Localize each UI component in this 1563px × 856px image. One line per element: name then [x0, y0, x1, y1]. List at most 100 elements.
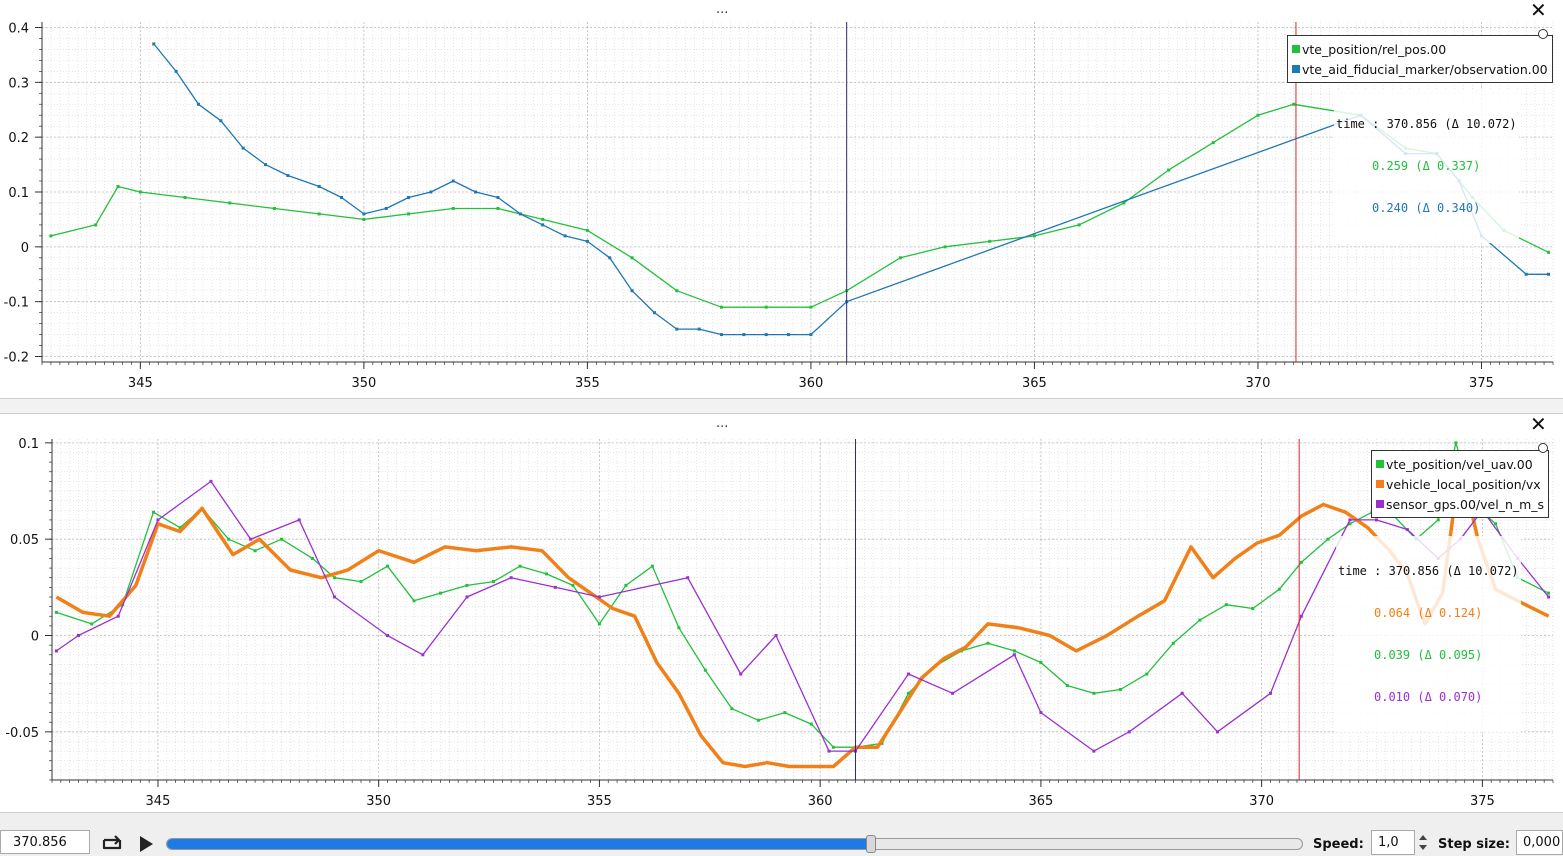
time-input[interactable]: 370.856: [0, 830, 90, 854]
series-point: [756, 718, 760, 722]
series-point: [686, 576, 690, 580]
x-tick-label: 365: [1022, 376, 1047, 391]
series-point: [1127, 730, 1131, 734]
y-tick-label: -0.1: [4, 296, 29, 311]
series-point: [1277, 587, 1281, 591]
series-point: [429, 190, 433, 194]
series-point: [1039, 660, 1043, 664]
tooltip-value: 0.010 (Δ 0.070): [1374, 690, 1483, 704]
playback-toolbar: 370.856 Speed: 1,0 Step size: 0,000: [0, 812, 1563, 856]
play-icon[interactable]: [136, 834, 156, 854]
x-tick-label: 360: [798, 376, 823, 391]
x-tick-label: 345: [128, 376, 153, 391]
series-point: [407, 212, 411, 216]
series-point: [1436, 518, 1440, 522]
series-point: [1122, 201, 1126, 205]
series-point: [541, 217, 545, 221]
panel-splitter[interactable]: [0, 398, 1563, 414]
timeline-progress: [167, 839, 871, 849]
series-point: [249, 537, 253, 541]
legend-item[interactable]: vte_position/rel_pos.00: [1292, 39, 1548, 59]
speed-stepper-icon[interactable]: [1416, 830, 1430, 855]
legend[interactable]: vte_position/vel_uav.00 vehicle_local_po…: [1371, 450, 1550, 518]
step-size-input[interactable]: 0,000: [1516, 830, 1563, 855]
series-point: [943, 245, 947, 249]
series-point: [1256, 113, 1260, 117]
series-point: [1167, 168, 1171, 172]
tooltip-time: time : 370.856 (Δ 10.072): [1338, 564, 1519, 578]
y-tick-label: 0.05: [10, 533, 39, 548]
series-point: [1211, 141, 1215, 145]
panel-menu-dots[interactable]: ...: [716, 416, 729, 431]
series-point: [386, 564, 390, 568]
legend-item[interactable]: vehicle_local_position/vx: [1376, 474, 1544, 494]
x-tick-label: 375: [1470, 794, 1495, 809]
legend-resize-handle[interactable]: [1538, 29, 1548, 39]
series-point: [116, 614, 120, 618]
y-tick-label: 0.4: [8, 21, 29, 36]
series-point: [1292, 102, 1296, 106]
legend-item[interactable]: sensor_gps.00/vel_n_m_s: [1376, 494, 1544, 514]
speed-input[interactable]: 1,0: [1371, 830, 1415, 855]
series-point: [196, 102, 200, 106]
loop-icon[interactable]: [100, 834, 124, 852]
x-tick-label: 345: [146, 794, 171, 809]
series-point: [76, 634, 80, 638]
legend-swatch: [1376, 480, 1384, 488]
series-point: [1299, 560, 1303, 564]
series-point: [783, 711, 787, 715]
series-point: [571, 583, 575, 587]
panel-menu-dots[interactable]: ...: [716, 2, 729, 17]
series-point: [650, 564, 654, 568]
series-point: [742, 333, 746, 337]
series-point: [563, 234, 567, 238]
series-point: [362, 212, 366, 216]
tooltip-value: 0.064 (Δ 0.124): [1374, 606, 1483, 620]
series-point: [54, 610, 58, 614]
series-point: [986, 641, 990, 645]
series-point: [553, 585, 557, 589]
series-point: [1547, 272, 1551, 276]
tooltip-value: 0.240 (Δ 0.340): [1372, 201, 1481, 215]
legend[interactable]: vte_position/rel_pos.00 vte_aid_fiducial…: [1287, 35, 1553, 83]
series-point: [340, 195, 344, 199]
timeline-handle[interactable]: [865, 835, 876, 853]
series-point: [359, 580, 363, 584]
series-point: [1039, 711, 1043, 715]
series-point: [116, 185, 120, 189]
legend-resize-handle[interactable]: [1538, 443, 1548, 453]
series-point: [272, 206, 276, 210]
series-point: [597, 595, 601, 599]
legend-label: sensor_gps.00/vel_n_m_s: [1386, 496, 1545, 512]
series-point: [652, 311, 656, 315]
series-point: [1198, 618, 1202, 622]
y-tick-label: 0.1: [8, 186, 29, 201]
series-point: [386, 634, 390, 638]
legend-swatch: [1376, 500, 1384, 508]
grid: [51, 439, 1554, 781]
tooltip-value: 0.039 (Δ 0.095): [1374, 648, 1483, 662]
series-point: [228, 201, 232, 205]
plot-panel-top[interactable]: 345 350 355 360 365 370 375 0.4 0.3 0.2 0.1 0 -0.1 -0…: [0, 0, 1563, 398]
y-tick-label: 0.2: [8, 131, 29, 146]
step-size-label: Step size:: [1438, 837, 1511, 852]
x-tick-label: 360: [808, 794, 833, 809]
series-point: [624, 583, 628, 587]
series-point: [241, 146, 245, 150]
x-tick-label: 355: [587, 794, 612, 809]
close-icon[interactable]: ✕: [1530, 412, 1547, 436]
series-point: [174, 69, 178, 73]
series-point: [219, 119, 223, 123]
timeline-slider[interactable]: [166, 838, 1303, 850]
legend-item[interactable]: vte_aid_fiducial_marker/observation.00: [1292, 59, 1548, 79]
series-point: [280, 537, 284, 541]
plot-canvas-top[interactable]: 345 350 355 360 365 370 375 0.4 0.3 0.2 0.1 0 -0.1 -0…: [0, 0, 1563, 398]
series-line: [153, 43, 1549, 336]
plot-panel-bottom[interactable]: 345 350 355 360 365 370 375 0.1 0.05 0 -0.05 ... ✕…: [0, 412, 1563, 812]
close-icon[interactable]: ✕: [1530, 0, 1547, 22]
series-point: [697, 327, 701, 331]
plot-canvas-bottom[interactable]: 345 350 355 360 365 370 375 0.1 0.05 0 -0.05: [0, 412, 1563, 812]
series-point: [1180, 691, 1184, 695]
legend-item[interactable]: vte_position/vel_uav.00: [1376, 454, 1544, 474]
series-point: [94, 223, 98, 227]
